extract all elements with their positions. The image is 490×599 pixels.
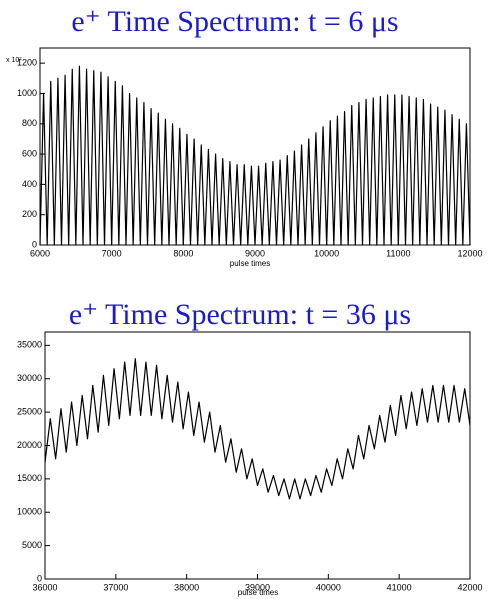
x-tick-label: 6000 — [30, 248, 50, 258]
y-tick-label: 10000 — [17, 507, 42, 517]
x-tick-label: 42000 — [457, 582, 482, 592]
x-tick-label: 10000 — [314, 248, 339, 258]
y-tick-label: 400 — [22, 179, 37, 189]
x-tick-label: 7000 — [102, 248, 122, 258]
x-tick-label: 37000 — [103, 582, 128, 592]
y-tick-label: 0 — [37, 573, 42, 583]
y-tick-label: 600 — [22, 148, 37, 158]
y-tick-label: 5000 — [22, 540, 42, 550]
y-tick-label: 1000 — [17, 88, 37, 98]
chart-title: e⁺ Time Spectrum: t = 6 μs — [71, 5, 398, 38]
x-tick-label: 38000 — [174, 582, 199, 592]
x-tick-label: 11000 — [386, 248, 410, 258]
x-axis-label: pulse times — [230, 259, 270, 268]
y-multiplier: x 10² — [6, 57, 22, 64]
y-tick-label: 30000 — [17, 373, 42, 383]
x-tick-label: 41000 — [387, 582, 412, 592]
y-tick-label: 35000 — [17, 340, 42, 350]
y-tick-label: 1200 — [17, 58, 37, 68]
x-tick-label: 12000 — [457, 248, 482, 258]
x-tick-label: 9000 — [245, 248, 265, 258]
y-tick-label: 200 — [22, 209, 37, 219]
y-tick-label: 800 — [22, 118, 37, 128]
x-tick-label: 40000 — [316, 582, 341, 592]
x-tick-label: 8000 — [173, 248, 193, 258]
y-tick-label: 15000 — [17, 473, 42, 483]
y-tick-label: 20000 — [17, 440, 42, 450]
line — [44, 358, 471, 500]
y-tick-label: 25000 — [17, 406, 42, 416]
line — [39, 65, 471, 246]
x-tick-label: 36000 — [32, 582, 57, 592]
chart-title: e⁺ Time Spectrum: t = 36 μs — [69, 298, 411, 331]
plot-frame — [39, 47, 471, 246]
plot-frame — [44, 331, 471, 580]
y-tick-label: 0 — [32, 239, 37, 249]
x-axis-label: pulse times — [238, 588, 278, 597]
x-tick-label: 39000 — [245, 582, 270, 592]
